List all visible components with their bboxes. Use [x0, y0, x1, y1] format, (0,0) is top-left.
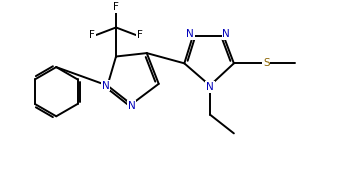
Text: N: N — [102, 81, 110, 91]
Text: N: N — [186, 29, 194, 39]
Text: F: F — [89, 30, 95, 40]
Text: N: N — [206, 82, 214, 92]
Text: N: N — [223, 29, 230, 39]
Text: F: F — [137, 30, 143, 40]
Text: S: S — [263, 58, 270, 68]
Text: F: F — [113, 2, 119, 12]
Text: N: N — [127, 101, 135, 111]
